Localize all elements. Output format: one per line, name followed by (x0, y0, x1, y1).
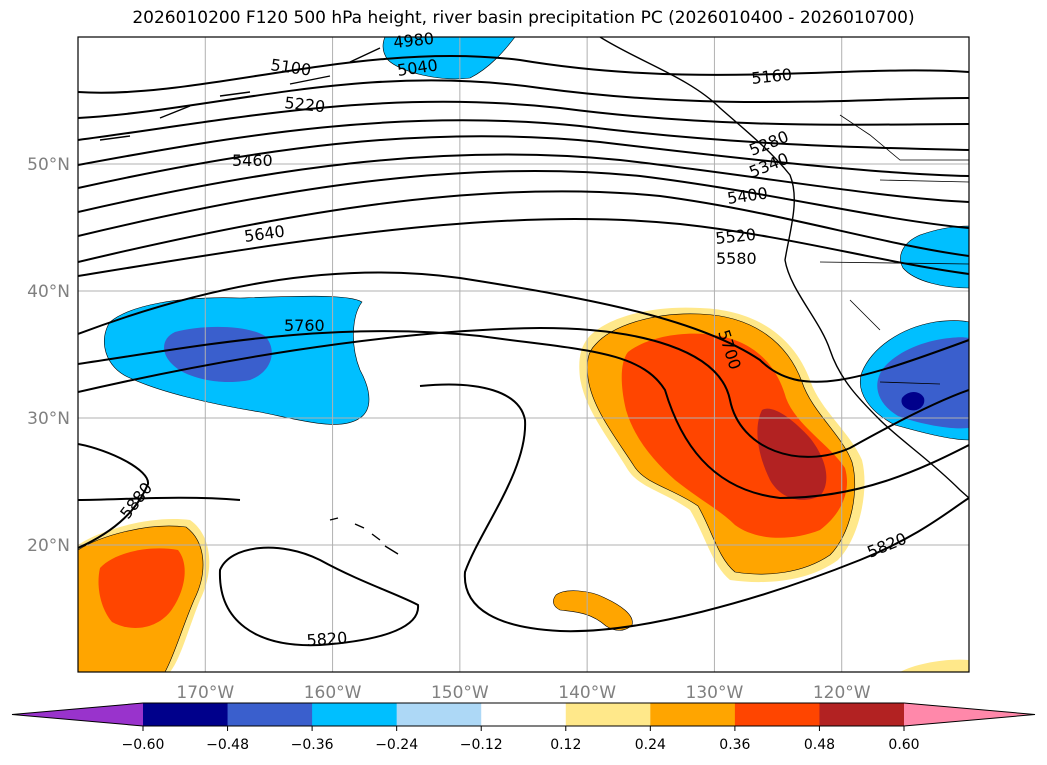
contour-line (78, 79, 969, 119)
colorbar-segment (650, 703, 736, 726)
negative-anomaly-california-peak (901, 392, 925, 411)
contour-line (78, 190, 969, 263)
contour-line (78, 119, 969, 166)
positive-anomaly-bottom-right (900, 659, 969, 672)
latitude-label: 50°N (27, 155, 70, 175)
map-frame (77, 36, 970, 673)
colorbar-tick-label: 0.60 (888, 737, 919, 753)
coastline (99, 37, 969, 555)
contour-line (78, 169, 969, 237)
latitude-label: 30°N (27, 409, 70, 429)
colorbar-segment (227, 703, 313, 726)
contour-label: 5100 (269, 55, 312, 79)
colorbar-tick-label: 0.48 (804, 737, 835, 753)
colorbar-tick-label: −0.60 (122, 737, 165, 753)
contour-line (78, 443, 149, 549)
contour-line (78, 496, 241, 501)
negative-anomaly-california-core (877, 337, 969, 429)
contour-line (218, 546, 420, 647)
contour-label: 5520 (714, 225, 756, 248)
colorbar-segment (396, 703, 482, 726)
contour-line (78, 218, 969, 277)
colorbar-extend-low (12, 703, 143, 726)
positive-anomaly-southwest-red (98, 548, 185, 628)
colorbar-segment (143, 703, 229, 726)
contour-line (78, 326, 969, 458)
contour-label: 5220 (284, 93, 326, 116)
colorbar-segment (312, 703, 398, 726)
colorbar-segment (481, 703, 567, 726)
contour-line (78, 54, 969, 94)
longitude-labels: 170°W 160°W 150°W 140°W 130°W 120°W (176, 683, 870, 703)
contour-label: 5160 (750, 65, 792, 88)
contour-line (78, 100, 969, 141)
latitude-label: 20°N (27, 536, 70, 556)
height-contours (78, 54, 969, 647)
colorbar-tick-label: −0.48 (206, 737, 249, 753)
longitude-label: 170°W (176, 683, 234, 703)
colorbar-extend-high (904, 703, 1035, 726)
colorbar-tick-label: −0.12 (460, 737, 503, 753)
contour-line (419, 383, 969, 633)
precipitation-field (78, 37, 969, 672)
contour-label: 5460 (232, 151, 273, 170)
positive-anomaly-small (553, 590, 633, 631)
negative-anomaly-north (382, 37, 516, 80)
latitude-label: 40°N (27, 282, 70, 302)
colorbar-tick-label: −0.36 (291, 737, 334, 753)
contour-label: 5820 (306, 628, 348, 650)
colorbar-segment (565, 703, 651, 726)
longitude-label: 120°W (813, 683, 871, 703)
colorbar-tick-label: −0.24 (375, 737, 418, 753)
contour-label: 5580 (716, 249, 757, 268)
us-state-borders (819, 114, 969, 385)
colorbar-tick-label: 0.12 (550, 737, 581, 753)
longitude-label: 130°W (686, 683, 744, 703)
colorbar-ticks: −0.60 −0.48 −0.36 −0.24 −0.12 0.12 0.24 0.36 0.4… (122, 726, 920, 753)
longitude-label: 150°W (431, 683, 489, 703)
contour-label: 5760 (284, 316, 325, 335)
hawaiian-islands (329, 517, 399, 555)
contour-label: 5400 (726, 183, 769, 207)
contour-labels: 5100 5160 5220 5280 5340 5400 5460 5520 … (116, 29, 909, 650)
colorbar-segment (819, 703, 905, 726)
longitude-label: 160°W (304, 683, 362, 703)
contour-label: 5820 (864, 529, 909, 562)
contour-line (78, 153, 969, 213)
contour-line (78, 330, 969, 500)
positive-anomaly-east-peak (757, 408, 827, 500)
north-america-coast (599, 37, 969, 499)
colorbar-segment (734, 703, 820, 726)
contour-label: 5880 (116, 479, 156, 523)
latitude-labels: 50°N 40°N 30°N 20°N (27, 155, 70, 556)
colorbar (11, 702, 1036, 727)
negative-anomaly-northeast (900, 225, 969, 289)
longitude-label: 140°W (558, 683, 616, 703)
colorbar-tick-label: 0.24 (635, 737, 666, 753)
contour-line (78, 271, 969, 383)
map-title: 2026010200 F120 500 hPa height, river ba… (132, 8, 915, 28)
contour-label: 4980 (392, 29, 434, 52)
contour-line (78, 135, 969, 189)
colorbar-tick-label: 0.36 (719, 737, 750, 753)
aleutian-islands (99, 47, 381, 141)
